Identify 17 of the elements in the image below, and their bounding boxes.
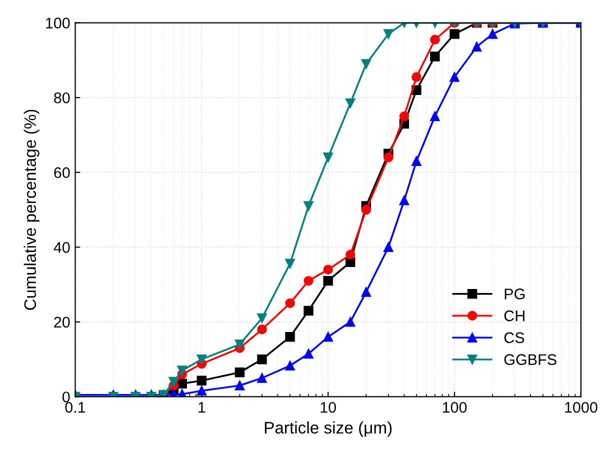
x-tick-label: 1000: [565, 402, 598, 413]
legend-label: PG: [504, 288, 525, 300]
y-tick-label: 80: [54, 92, 70, 104]
x-tick-label: 1: [198, 402, 206, 413]
legend-label: GGBFS: [504, 354, 556, 365]
y-axis-title: Cumulative percentage (%): [24, 110, 40, 310]
y-tick-label: 0: [62, 392, 70, 402]
x-axis-title: Particle size (μm): [264, 421, 392, 437]
x-tick-label: 100: [442, 402, 467, 413]
y-tick-label: 60: [54, 167, 70, 178]
x-tick-label: 0.1: [65, 402, 86, 413]
x-tick-label: 10: [320, 402, 336, 413]
legend-label: CS: [504, 332, 524, 344]
y-tick-label: 100: [46, 18, 70, 28]
y-tick-label: 40: [54, 242, 70, 253]
y-tick-label: 20: [54, 316, 70, 328]
legend-label: CH: [504, 310, 524, 322]
